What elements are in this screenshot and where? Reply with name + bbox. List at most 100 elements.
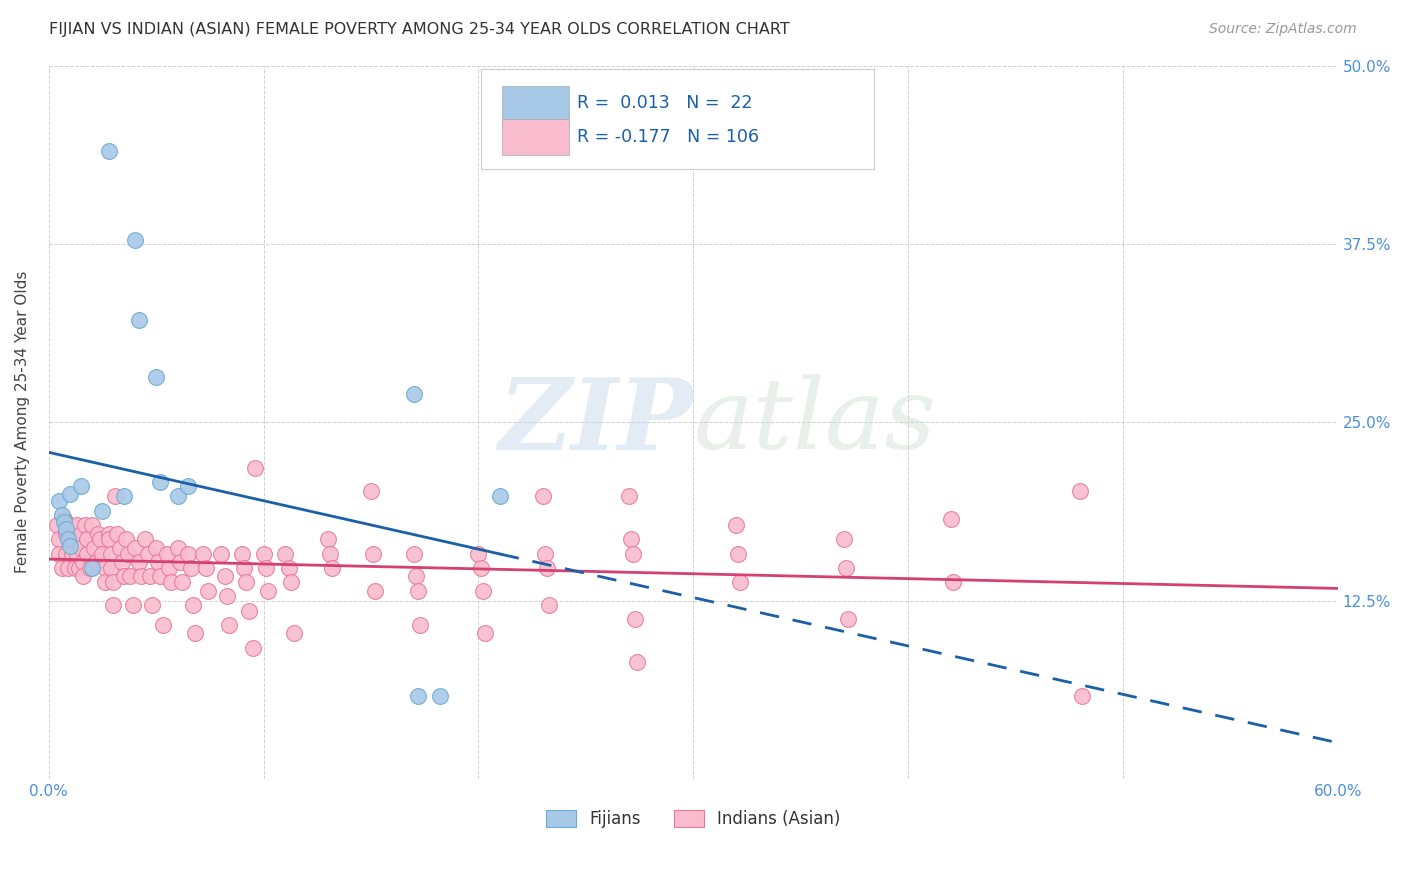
Point — [252, 547, 274, 561]
Point — [1071, 689, 1094, 703]
Point — [233, 561, 256, 575]
Point — [624, 612, 647, 626]
Text: atlas: atlas — [693, 375, 936, 470]
Point — [170, 575, 193, 590]
Text: R = -0.177   N = 106: R = -0.177 N = 106 — [578, 128, 759, 146]
Point — [72, 555, 94, 569]
Point — [52, 515, 75, 529]
Point — [93, 575, 115, 590]
Point — [120, 569, 142, 583]
Point — [87, 526, 110, 541]
Point — [48, 493, 70, 508]
Point — [138, 569, 160, 583]
Point — [402, 386, 425, 401]
Point — [214, 569, 236, 583]
Point — [471, 583, 494, 598]
Point — [197, 583, 219, 598]
Point — [124, 541, 146, 555]
Point — [84, 555, 107, 569]
Point — [181, 598, 204, 612]
Point — [832, 533, 855, 547]
Point — [534, 547, 557, 561]
Point — [180, 561, 202, 575]
Point — [361, 547, 384, 561]
Point — [730, 575, 752, 590]
Point — [141, 598, 163, 612]
Point — [76, 533, 98, 547]
Point — [51, 561, 73, 575]
Point — [148, 555, 170, 569]
Point — [76, 547, 98, 561]
Point — [278, 561, 301, 575]
Point — [97, 533, 120, 547]
Point — [124, 233, 146, 247]
Point — [128, 312, 150, 326]
Point — [100, 561, 122, 575]
Point — [103, 575, 125, 590]
Point — [121, 598, 143, 612]
Point — [80, 561, 103, 575]
Point — [55, 526, 77, 541]
Point — [115, 533, 138, 547]
Point — [97, 526, 120, 541]
Point — [467, 547, 489, 561]
Point — [128, 555, 150, 569]
Point — [80, 518, 103, 533]
Point — [104, 490, 127, 504]
Point — [97, 145, 120, 159]
Point — [280, 575, 302, 590]
Point — [235, 575, 257, 590]
Point — [46, 518, 69, 533]
Point — [254, 561, 277, 575]
Point — [242, 640, 264, 655]
Point — [149, 569, 172, 583]
Point — [238, 604, 260, 618]
Y-axis label: Female Poverty Among 25-34 Year Olds: Female Poverty Among 25-34 Year Olds — [15, 271, 30, 574]
Point — [837, 612, 859, 626]
Point — [134, 533, 156, 547]
Point — [489, 490, 512, 504]
Point — [620, 533, 643, 547]
Text: FIJIAN VS INDIAN (ASIAN) FEMALE POVERTY AMONG 25-34 YEAR OLDS CORRELATION CHART: FIJIAN VS INDIAN (ASIAN) FEMALE POVERTY … — [49, 22, 790, 37]
Point — [60, 547, 83, 561]
Point — [51, 508, 73, 522]
Point — [107, 526, 129, 541]
Point — [1069, 483, 1091, 498]
Point — [112, 490, 135, 504]
Point — [59, 540, 82, 554]
Point — [56, 533, 79, 547]
Point — [470, 561, 492, 575]
Point — [72, 569, 94, 583]
Point — [55, 547, 77, 561]
Point — [70, 479, 93, 493]
Point — [194, 561, 217, 575]
Point — [89, 533, 111, 547]
Point — [727, 547, 749, 561]
Point — [91, 547, 114, 561]
Point — [145, 369, 167, 384]
Text: Source: ZipAtlas.com: Source: ZipAtlas.com — [1209, 22, 1357, 37]
Point — [243, 461, 266, 475]
FancyBboxPatch shape — [502, 86, 569, 121]
Point — [209, 547, 232, 561]
Point — [177, 547, 200, 561]
Point — [835, 561, 858, 575]
Point — [48, 533, 70, 547]
Point — [405, 569, 427, 583]
Point — [725, 518, 748, 533]
Point — [177, 479, 200, 493]
Point — [157, 561, 180, 575]
Point — [474, 626, 496, 640]
Point — [91, 504, 114, 518]
Point — [166, 541, 188, 555]
Point — [117, 547, 139, 561]
Point — [939, 512, 962, 526]
Point — [48, 547, 70, 561]
Point — [316, 533, 339, 547]
Point — [429, 689, 451, 703]
Point — [531, 490, 554, 504]
Point — [193, 547, 215, 561]
Point — [538, 598, 561, 612]
Point — [111, 555, 134, 569]
Point — [360, 483, 382, 498]
